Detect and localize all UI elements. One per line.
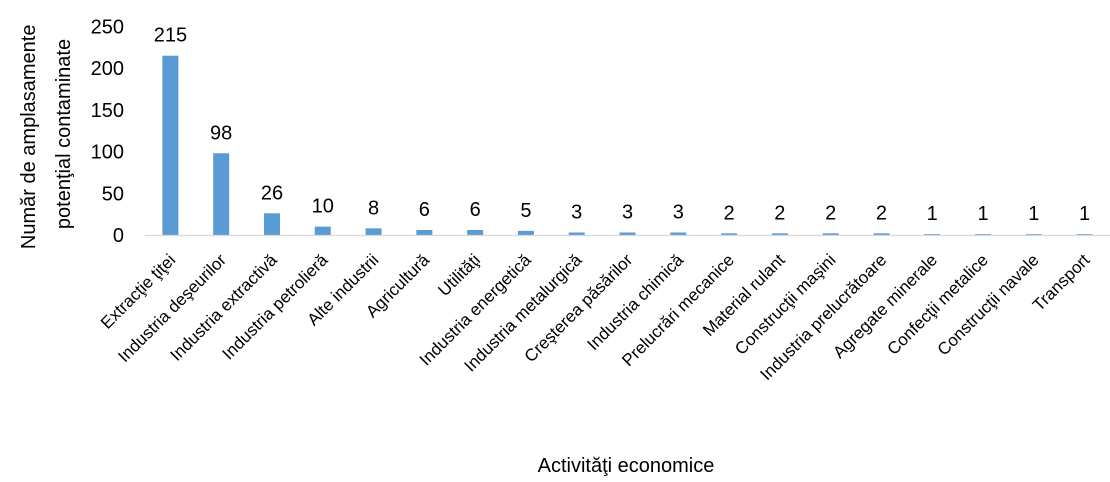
data-label: 1 bbox=[1028, 203, 1039, 225]
bar bbox=[924, 234, 941, 235]
category-label: Utilităţi bbox=[434, 250, 484, 300]
y-tick-label: 250 bbox=[91, 17, 124, 39]
bar bbox=[873, 233, 890, 235]
bar bbox=[365, 228, 382, 235]
data-label: 3 bbox=[571, 201, 582, 223]
data-label: 3 bbox=[673, 201, 684, 223]
data-label: 2 bbox=[876, 202, 887, 224]
bar bbox=[1076, 234, 1093, 235]
bar bbox=[162, 55, 179, 235]
y-tick-label: 50 bbox=[102, 183, 124, 205]
data-labels-group: 215 98 26 10 8 6 6 5 3 3 3 2 2 2 2 1 1 1 1 bbox=[154, 25, 1090, 225]
y-axis-title: Număr de amplasamente potenţial contamin… bbox=[18, 19, 75, 249]
bar bbox=[416, 229, 433, 235]
bar bbox=[263, 213, 280, 235]
data-label: 5 bbox=[520, 200, 531, 222]
y-axis-title-line-2: potenţial contaminate bbox=[53, 39, 75, 229]
data-label: 215 bbox=[154, 25, 187, 47]
bars-group bbox=[162, 55, 1093, 235]
data-label: 1 bbox=[927, 203, 938, 225]
bar bbox=[721, 233, 738, 235]
y-tick-label: 200 bbox=[91, 58, 124, 80]
bar bbox=[771, 233, 788, 235]
data-label: 2 bbox=[825, 202, 836, 224]
x-axis-title: Activităţi economice bbox=[538, 455, 715, 477]
bar bbox=[619, 232, 636, 235]
data-label: 3 bbox=[622, 201, 633, 223]
bar bbox=[213, 153, 230, 235]
bar bbox=[314, 226, 331, 235]
y-axis-ticks: 0 50 100 150 200 250 bbox=[91, 17, 124, 248]
y-tick-label: 150 bbox=[91, 100, 124, 122]
bar bbox=[670, 232, 687, 235]
data-label: 2 bbox=[724, 202, 735, 224]
bar bbox=[1025, 234, 1042, 235]
bar bbox=[568, 232, 585, 235]
data-label: 8 bbox=[368, 197, 379, 219]
data-label: 10 bbox=[312, 196, 334, 218]
bar bbox=[822, 233, 839, 235]
data-label: 6 bbox=[419, 199, 430, 221]
data-label: 26 bbox=[261, 182, 283, 204]
bar bbox=[517, 230, 534, 235]
data-label: 6 bbox=[470, 199, 481, 221]
data-label: 98 bbox=[210, 122, 232, 144]
data-label: 1 bbox=[977, 203, 988, 225]
y-axis-title-line-1: Număr de amplasamente bbox=[18, 25, 40, 250]
bar bbox=[975, 234, 992, 235]
data-label: 1 bbox=[1079, 203, 1090, 225]
data-label: 2 bbox=[774, 202, 785, 224]
y-tick-label: 100 bbox=[91, 142, 124, 164]
y-tick-label: 0 bbox=[113, 225, 124, 247]
bar bbox=[467, 229, 484, 235]
